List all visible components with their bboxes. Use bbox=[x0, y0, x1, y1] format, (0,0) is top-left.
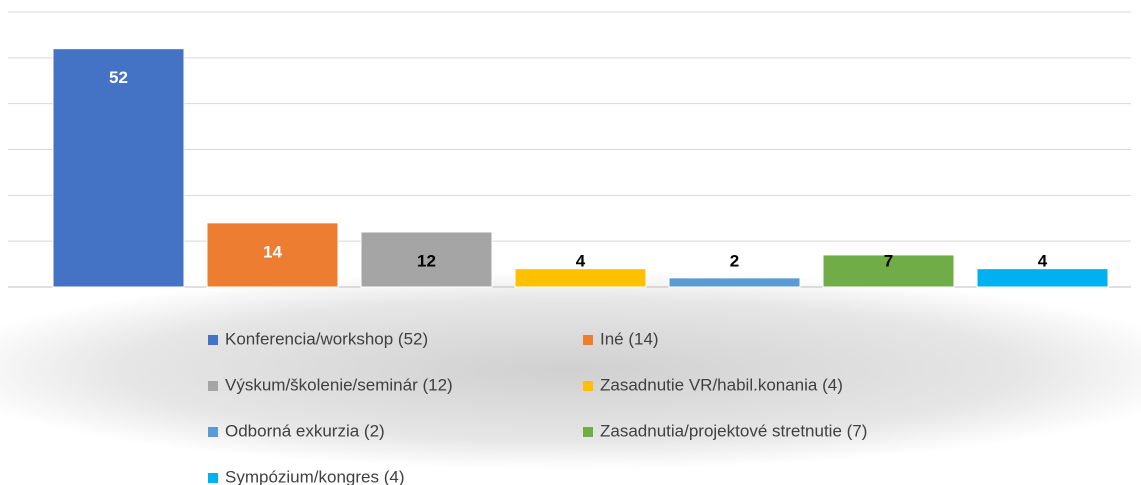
bar bbox=[52, 48, 185, 288]
bar bbox=[668, 277, 801, 288]
legend-label: Sympózium/kongres (4) bbox=[225, 467, 405, 485]
legend-label: Zasadnutie VR/habil.konania (4) bbox=[600, 375, 843, 394]
legend-swatch bbox=[208, 335, 218, 345]
legend-label: Zasadnutia/projektové stretnutie (7) bbox=[600, 421, 867, 440]
data-label: 7 bbox=[884, 251, 893, 270]
legend-label: Konferencia/workshop (52) bbox=[225, 329, 428, 348]
legend-swatch bbox=[583, 427, 593, 437]
bar bbox=[976, 268, 1109, 288]
data-label: 4 bbox=[1038, 251, 1048, 270]
bar bbox=[822, 254, 955, 288]
legend-swatch bbox=[583, 381, 593, 391]
background-shadow bbox=[0, 270, 1141, 470]
legend-label: Odborná exkurzia (2) bbox=[225, 421, 385, 440]
legend-label: Výskum/školenie/seminár (12) bbox=[225, 375, 453, 394]
data-label: 12 bbox=[417, 251, 436, 270]
data-label: 4 bbox=[576, 251, 586, 270]
data-label: 52 bbox=[109, 68, 128, 87]
legend-swatch bbox=[208, 427, 218, 437]
legend-swatch bbox=[208, 473, 218, 483]
legend-swatch bbox=[208, 381, 218, 391]
legend-label: Iné (14) bbox=[600, 329, 659, 348]
data-label: 14 bbox=[263, 242, 282, 261]
bar bbox=[206, 222, 339, 288]
legend-swatch bbox=[583, 335, 593, 345]
bar bbox=[360, 231, 493, 288]
bar bbox=[514, 268, 647, 288]
data-label: 2 bbox=[730, 251, 739, 270]
